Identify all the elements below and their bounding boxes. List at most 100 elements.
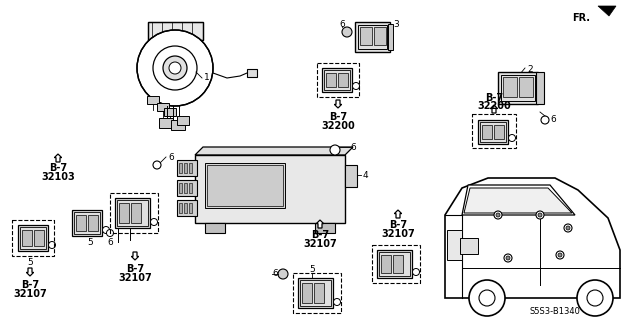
Circle shape	[479, 290, 495, 306]
Bar	[20, 227, 46, 249]
Text: 3: 3	[393, 20, 399, 29]
Bar	[72, 210, 102, 236]
Text: FR.: FR.	[572, 13, 590, 23]
Bar	[381, 255, 391, 273]
Bar	[147, 96, 159, 104]
Bar	[189, 183, 192, 193]
Bar	[157, 103, 169, 111]
Circle shape	[102, 226, 109, 234]
Bar	[358, 25, 387, 49]
Bar	[164, 108, 176, 116]
Polygon shape	[598, 6, 616, 16]
Bar	[324, 70, 350, 90]
Text: 1: 1	[204, 73, 210, 83]
Bar	[345, 165, 357, 187]
Circle shape	[496, 213, 500, 217]
Bar	[300, 280, 331, 306]
Bar	[184, 163, 187, 173]
Circle shape	[153, 161, 161, 169]
Bar	[482, 125, 492, 139]
Bar	[189, 203, 192, 213]
Polygon shape	[490, 105, 498, 113]
Text: B-7: B-7	[485, 93, 503, 103]
Bar	[76, 215, 86, 231]
Circle shape	[538, 213, 542, 217]
Bar	[317, 63, 359, 97]
Bar	[247, 69, 257, 77]
Polygon shape	[316, 220, 324, 228]
Bar	[503, 77, 517, 97]
Bar	[293, 273, 341, 313]
Text: S5S3-B1340: S5S3-B1340	[530, 307, 581, 316]
Bar	[22, 230, 32, 246]
Text: 32107: 32107	[13, 289, 47, 299]
Bar	[480, 122, 506, 142]
Polygon shape	[445, 178, 620, 298]
Circle shape	[566, 226, 570, 230]
Circle shape	[353, 83, 360, 90]
Text: 6: 6	[168, 152, 173, 161]
Bar	[388, 24, 393, 50]
Circle shape	[153, 46, 197, 90]
Bar	[338, 73, 348, 87]
Circle shape	[49, 241, 56, 249]
Bar	[177, 180, 197, 196]
Bar	[131, 203, 141, 223]
Bar	[110, 193, 158, 233]
Polygon shape	[334, 100, 342, 108]
Bar	[379, 252, 410, 276]
Circle shape	[413, 269, 419, 276]
Bar	[171, 120, 185, 130]
Circle shape	[169, 62, 181, 74]
Circle shape	[469, 280, 505, 316]
Text: B-7: B-7	[311, 230, 329, 240]
Bar	[205, 163, 285, 208]
Bar	[393, 255, 403, 273]
Bar	[360, 27, 372, 45]
Bar	[536, 72, 544, 104]
Bar	[460, 238, 478, 254]
Bar	[355, 22, 390, 52]
Text: B-7: B-7	[21, 280, 39, 290]
Bar	[115, 198, 150, 228]
Circle shape	[330, 145, 340, 155]
Text: 2: 2	[527, 65, 532, 74]
Circle shape	[506, 256, 510, 260]
Bar	[195, 155, 345, 223]
Text: 6: 6	[339, 20, 345, 29]
Bar	[478, 120, 508, 144]
Circle shape	[342, 27, 352, 37]
Text: B-7: B-7	[126, 264, 144, 274]
Bar	[372, 245, 420, 283]
Polygon shape	[131, 252, 139, 260]
Circle shape	[333, 299, 340, 306]
Text: B-7: B-7	[329, 112, 347, 122]
Bar	[34, 230, 44, 246]
Bar	[179, 203, 182, 213]
Circle shape	[504, 254, 512, 262]
Text: 32107: 32107	[381, 229, 415, 239]
Text: 32107: 32107	[303, 239, 337, 249]
Bar	[189, 163, 192, 173]
Bar	[177, 160, 197, 176]
Text: B-7: B-7	[389, 220, 407, 230]
Text: B-7: B-7	[49, 163, 67, 173]
Circle shape	[564, 224, 572, 232]
Circle shape	[494, 211, 502, 219]
Bar	[205, 223, 225, 233]
Text: 5: 5	[87, 238, 93, 247]
Bar	[377, 250, 412, 278]
Circle shape	[163, 56, 187, 80]
Text: 32200: 32200	[477, 101, 511, 111]
Text: 6: 6	[272, 270, 278, 278]
Circle shape	[541, 116, 549, 124]
Bar	[207, 165, 283, 206]
Bar	[74, 212, 100, 234]
Circle shape	[509, 135, 515, 142]
Polygon shape	[464, 188, 572, 213]
Bar	[177, 200, 197, 216]
Bar	[177, 116, 189, 125]
Bar	[447, 230, 462, 260]
Polygon shape	[462, 185, 575, 215]
Bar	[179, 163, 182, 173]
